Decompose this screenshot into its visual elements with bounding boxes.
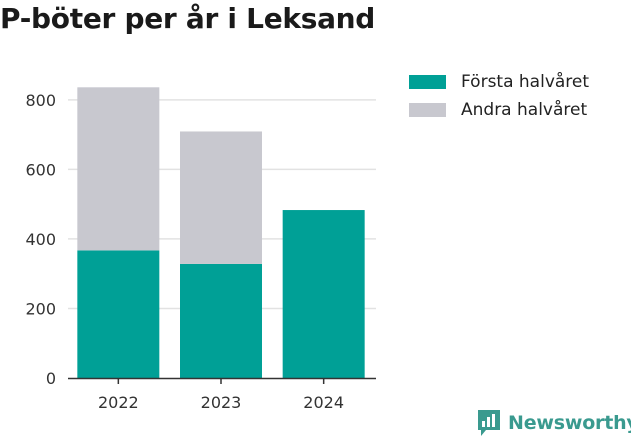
legend-swatch-second-half (409, 103, 446, 117)
y-tick-label: 600 (25, 160, 56, 179)
brand-name: Newsworthy (508, 412, 631, 434)
y-tick-label: 0 (46, 369, 56, 388)
legend-item-first-half: Första halvåret (409, 68, 589, 96)
y-tick-label: 200 (25, 299, 56, 318)
legend-label-second-half: Andra halvåret (461, 100, 588, 120)
legend-item-second-half: Andra halvåret (409, 96, 589, 124)
bar-2024-first-half (282, 210, 365, 378)
legend: Första halvåret Andra halvåret (409, 68, 589, 124)
brand[interactable]: Newsworthy (476, 408, 631, 438)
x-tick-labels: 2022 2023 2024 (98, 378, 344, 412)
y-tick-label: 400 (25, 230, 56, 249)
newsworthy-logo-icon (478, 410, 500, 436)
x-tick-label: 2023 (201, 393, 242, 412)
legend-label-first-half: Första halvåret (461, 72, 590, 92)
x-tick-label: 2022 (98, 393, 139, 412)
bar-2022-first-half (77, 250, 160, 378)
bar-2023-second-half (180, 131, 262, 264)
legend-swatch-first-half (409, 75, 446, 89)
y-tick-labels: 0 200 400 600 800 (25, 91, 56, 388)
chart-title: P-böter per år i Leksand (0, 2, 376, 35)
bar-2023-first-half (180, 263, 262, 378)
x-tick-label: 2024 (303, 393, 344, 412)
bar-2022-second-half (77, 87, 160, 251)
bars (77, 87, 365, 378)
y-tick-label: 800 (25, 91, 56, 110)
